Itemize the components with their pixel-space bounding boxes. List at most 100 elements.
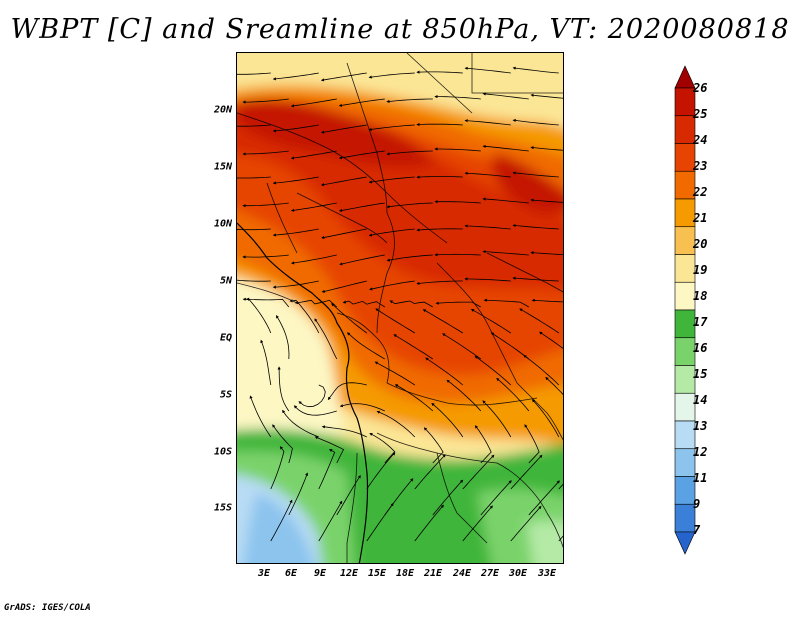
lon-label-15e: 15E [367, 568, 387, 579]
streamline [327, 382, 367, 401]
streamline [290, 202, 337, 212]
streamline [425, 357, 464, 386]
colorbar-label-11: 11 [693, 471, 708, 485]
lat-label-15n: 15N [213, 161, 232, 173]
streamline [482, 92, 529, 100]
colorbar-segment [674, 531, 696, 555]
colorbar-segment [674, 337, 696, 366]
streamline [282, 409, 319, 438]
colorbar-label-24: 24 [693, 133, 708, 147]
lon-label-6e: 6E [284, 568, 298, 579]
streamline [270, 446, 285, 490]
streamline [464, 119, 511, 126]
streamline [386, 202, 433, 209]
lat-label-10s: 10S [213, 446, 232, 458]
streamline [242, 150, 289, 156]
colorbar [674, 65, 696, 555]
colorbar-segment [674, 365, 696, 394]
colorbar-segment [674, 392, 696, 422]
chart-title: WBPT [C] and Sreamline at 850hPa, VT: 20… [10, 14, 790, 45]
colorbar-segment [674, 170, 696, 200]
colorbar-segment [674, 503, 696, 533]
streamline [434, 147, 481, 152]
streamline [346, 332, 386, 360]
streamline [393, 334, 434, 360]
streamline [539, 331, 563, 349]
streamline [530, 146, 563, 151]
streamline [368, 228, 415, 237]
streamline [431, 402, 464, 438]
colorbar-label-14: 14 [693, 393, 708, 407]
lon-label-9e: 9E [313, 568, 327, 579]
streamline [320, 176, 367, 187]
streamline [416, 122, 463, 127]
streamline [512, 118, 559, 126]
streamline [530, 93, 563, 99]
streamline [490, 332, 530, 360]
streamline [512, 66, 559, 74]
colorbar-label-19: 19 [693, 263, 708, 277]
streamline [272, 124, 319, 133]
lon-label-18e: 18E [395, 568, 415, 579]
streamline [339, 403, 385, 412]
streamline [523, 354, 560, 386]
lon-label-33e: 33E [537, 568, 557, 579]
streamline [376, 410, 416, 438]
streamline [416, 280, 463, 285]
streamline [320, 124, 367, 134]
grads-credit: GrADS: IGES/COLA [4, 603, 91, 613]
streamline [510, 454, 543, 490]
streamline [442, 333, 482, 360]
streamline [288, 472, 309, 516]
wbpt-field-map [237, 53, 563, 563]
streamline [482, 400, 512, 438]
streamline [512, 223, 559, 230]
streamline [524, 424, 540, 464]
streamline [512, 276, 559, 282]
streamline [320, 72, 367, 82]
colorbar-label-9: 9 [693, 497, 701, 511]
streamline [531, 298, 563, 303]
streamline [272, 72, 319, 81]
colorbar-label-22: 22 [693, 185, 708, 199]
streamline [272, 176, 319, 185]
lat-label-10n: 10N [213, 218, 232, 230]
streamline [338, 202, 385, 212]
streamline [434, 253, 481, 257]
streamline [482, 144, 529, 152]
streamline [464, 224, 511, 230]
streamline [246, 297, 290, 308]
streamline [434, 200, 481, 204]
coastline [237, 222, 369, 563]
colorbar-label-16: 16 [693, 341, 708, 355]
streamline [416, 70, 463, 74]
streamline [368, 72, 415, 79]
lat-label-eq: EQ [219, 332, 232, 344]
colorbar-segment [674, 198, 696, 228]
colorbar-segment [674, 226, 696, 255]
streamline [318, 500, 343, 542]
colorbar-segment [674, 254, 696, 283]
streamline [293, 405, 337, 416]
streamline [336, 475, 361, 516]
streamline [342, 300, 386, 308]
streamline [464, 66, 511, 74]
lon-label-12e: 12E [339, 568, 359, 579]
colorbar-segment [674, 420, 696, 450]
streamline [369, 433, 396, 464]
streamline [338, 150, 385, 160]
streamline [530, 251, 563, 255]
streamline [416, 228, 463, 232]
streamline [414, 454, 446, 490]
streamlines [237, 66, 563, 542]
colorbar-label-25: 25 [693, 107, 708, 121]
streamline [290, 150, 337, 160]
streamline [295, 299, 338, 308]
streamline [270, 499, 293, 542]
colorbar-label-21: 21 [693, 211, 708, 225]
colorbar-segment [674, 476, 696, 505]
streamline [277, 366, 290, 412]
colorbar-label-17: 17 [693, 315, 708, 329]
colorbar-segment [674, 115, 696, 144]
streamline [237, 228, 271, 231]
